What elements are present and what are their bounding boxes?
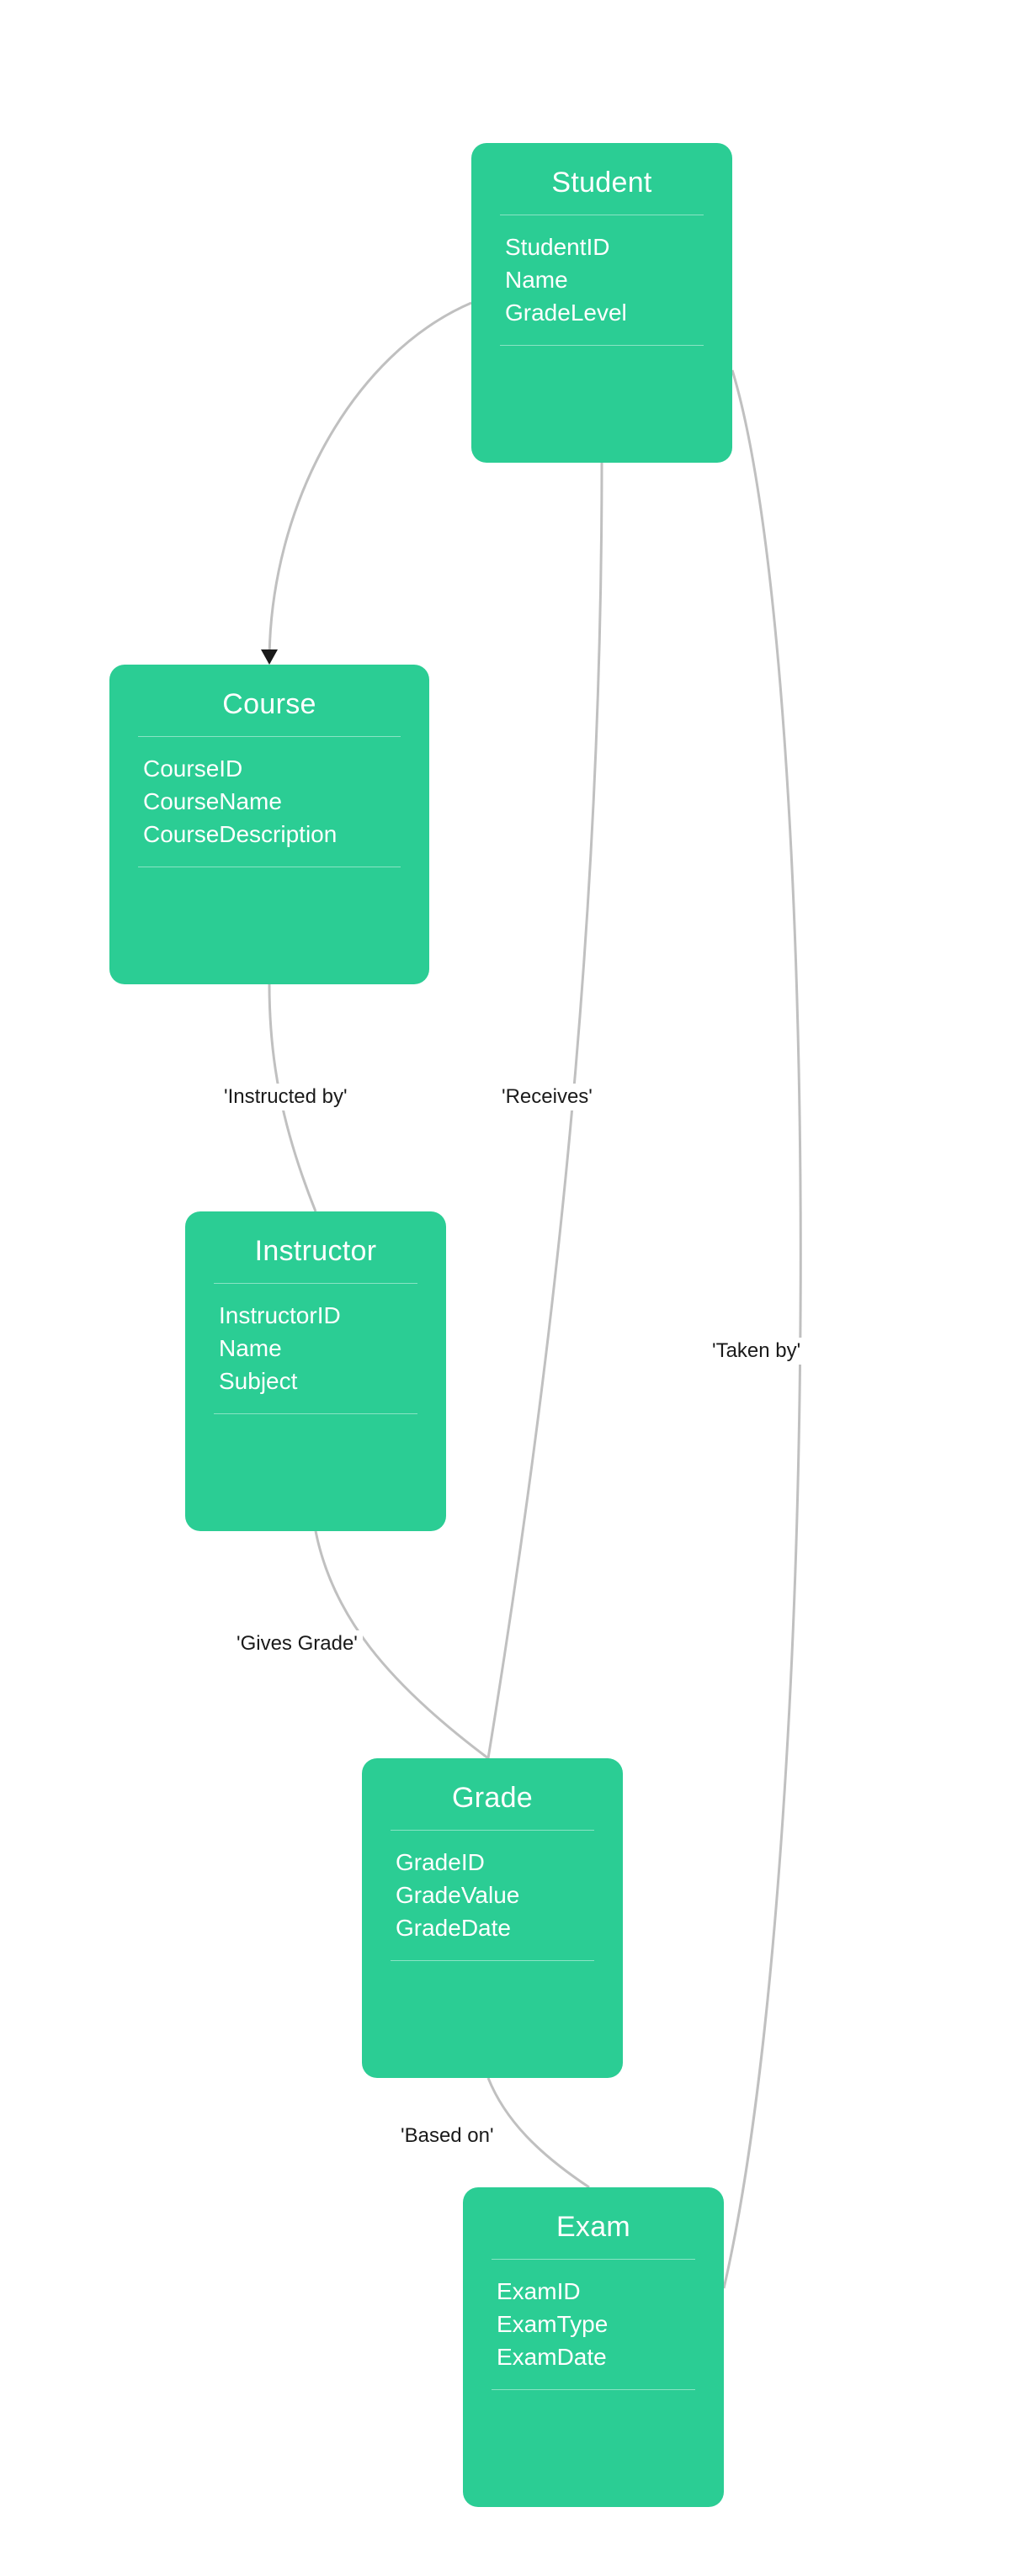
divider [391,1830,594,1831]
entity-attribute: ExamType [497,2308,695,2340]
entity-exam: Exam ExamIDExamTypeExamDate [463,2187,724,2507]
entity-attribute: Name [505,263,704,296]
arrowhead-icon [261,649,278,665]
divider [492,2389,695,2390]
entity-attribute: GradeValue [396,1879,594,1911]
entity-attribute: GradeID [396,1846,594,1879]
edge-student-exam [724,370,800,2288]
entity-title: Grade [391,1782,594,1815]
entity-attribute: ExamID [497,2275,695,2308]
entity-attribute: Subject [219,1365,417,1397]
edge-label: 'Receives' [497,1084,598,1110]
entity-student: Student StudentIDNameGradeLevel [471,143,732,463]
entity-attribute: CourseID [143,752,401,785]
edge-label: 'Instructed by' [219,1084,353,1110]
entity-attribute: CourseName [143,785,401,818]
entity-attributes: GradeIDGradeValueGradeDate [391,1846,594,1945]
edge-grade-exam [488,2078,589,2187]
entity-attribute: ExamDate [497,2340,695,2373]
entity-instructor: Instructor InstructorIDNameSubject [185,1211,446,1531]
entity-title: Student [500,167,704,199]
entity-attribute: CourseDescription [143,818,401,851]
edge-label: 'Gives Grade' [231,1630,363,1657]
divider [214,1413,417,1414]
entity-grade: Grade GradeIDGradeValueGradeDate [362,1758,623,2078]
divider [138,736,401,737]
entity-attribute: StudentID [505,231,704,263]
edge-label: 'Taken by' [707,1338,805,1365]
entity-title: Course [138,688,401,721]
edge-label: 'Based on' [396,2123,499,2149]
entity-attributes: StudentIDNameGradeLevel [500,231,704,330]
diagram-canvas: StudentStudentIDNameGradeLevelCourseCour… [0,0,1010,2576]
entity-attributes: InstructorIDNameSubject [214,1299,417,1398]
edge-student-course [269,303,471,663]
entity-attribute: GradeLevel [505,296,704,329]
entity-attribute: GradeDate [396,1911,594,1944]
entity-course: Course CourseIDCourseNameCourseDescriptio… [109,665,429,984]
entity-attributes: CourseIDCourseNameCourseDescription [138,752,401,851]
divider [214,1283,417,1284]
edge-student-grade [488,463,602,1758]
entity-title: Exam [492,2211,695,2244]
divider [391,1960,594,1961]
entity-attribute: Name [219,1332,417,1365]
entity-title: Instructor [214,1235,417,1268]
entity-attribute: InstructorID [219,1299,417,1332]
entity-attributes: ExamIDExamTypeExamDate [492,2275,695,2374]
divider [492,2259,695,2260]
divider [500,345,704,346]
